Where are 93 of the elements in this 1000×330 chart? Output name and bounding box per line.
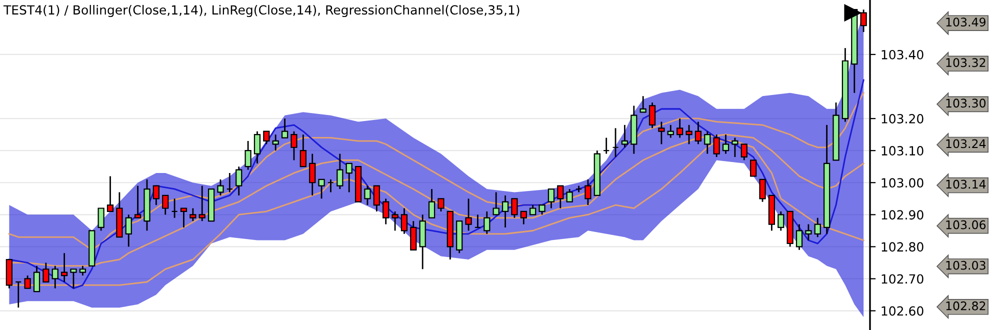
candlestick	[778, 210, 784, 232]
candlestick	[502, 194, 509, 228]
candlestick	[566, 188, 573, 203]
candlestick	[190, 208, 196, 222]
candlestick	[814, 217, 821, 238]
candlestick	[336, 153, 344, 190]
candlestick	[217, 178, 224, 196]
candlestick	[511, 198, 518, 219]
candlestick	[686, 124, 692, 145]
candlestick	[548, 188, 555, 209]
candlestick	[180, 208, 188, 228]
candlestick	[648, 102, 656, 129]
candlestick	[484, 210, 490, 235]
text: 103.03	[946, 260, 986, 270]
candlestick	[52, 265, 58, 290]
candlestick	[382, 198, 390, 225]
candlestick	[740, 143, 748, 161]
candlestick	[612, 127, 619, 158]
candlestick	[60, 252, 68, 283]
candlestick	[42, 262, 50, 283]
candlestick	[364, 185, 371, 206]
candlestick	[759, 178, 766, 203]
y-tick-label: 102.80	[882, 242, 924, 252]
candlestick	[438, 198, 444, 212]
candlestick	[805, 224, 812, 241]
candlestick	[244, 140, 252, 170]
text: 103.30	[946, 98, 986, 108]
candlestick	[667, 124, 674, 138]
chart-title: TEST4(1) / Bollinger(Close,1,14), LinReg(Close,14), RegressionChannel(Close,35,1)	[3, 4, 520, 18]
candlestick	[263, 130, 270, 145]
candlestick	[750, 160, 757, 177]
candlestick	[162, 194, 169, 216]
candlestick	[732, 137, 738, 158]
candlestick	[134, 185, 142, 219]
candlestick	[796, 224, 803, 251]
candlestick	[520, 210, 527, 225]
y-tick-label: 102.90	[882, 210, 924, 220]
candlestick	[79, 265, 86, 276]
candlestick	[236, 166, 242, 196]
candlestick	[171, 198, 178, 219]
candlestick	[584, 178, 592, 206]
candlestick	[428, 188, 436, 219]
candlestick	[24, 274, 31, 290]
candlestick	[198, 185, 206, 222]
text: 103.24	[946, 139, 986, 148]
candlestick	[106, 176, 114, 212]
candlestick	[492, 192, 500, 216]
y-tick-label: 102.60	[882, 306, 924, 316]
candlestick	[410, 220, 417, 251]
candlestick	[474, 214, 482, 228]
line-series	[8, 92, 864, 251]
candlestick	[300, 134, 306, 168]
candlestick	[373, 185, 380, 212]
text: 102.82	[946, 301, 986, 310]
text: 103.32	[946, 58, 986, 68]
candlestick	[713, 134, 720, 158]
candlestick	[722, 134, 730, 154]
candlestick	[676, 118, 684, 138]
candlestick	[152, 185, 160, 206]
candlestick	[392, 210, 398, 232]
candlestick	[318, 178, 325, 200]
y-tick-label: 102.70	[882, 274, 924, 284]
candlestick	[603, 137, 610, 154]
candlestick	[281, 118, 288, 138]
candlestick	[530, 204, 536, 216]
candlestick	[346, 162, 352, 193]
candlestick	[70, 268, 77, 290]
y-tick-label: 103.10	[882, 146, 924, 156]
candlestick	[658, 121, 665, 145]
y-tick-label: 103.20	[882, 114, 924, 124]
candlestick	[254, 130, 261, 164]
text: 103.49	[946, 18, 986, 27]
y-tick-label: 103.40	[882, 50, 924, 60]
candlestick	[640, 95, 646, 113]
candlestick	[694, 121, 702, 145]
candlestick	[704, 130, 711, 154]
candlestick	[538, 204, 546, 216]
candlestick	[327, 178, 334, 193]
candlestick	[125, 214, 132, 248]
candlestick	[272, 134, 279, 152]
candlestick	[98, 208, 104, 232]
candlestick	[621, 124, 628, 148]
candlestick	[15, 281, 22, 308]
candlestick	[290, 130, 298, 161]
candlestick	[557, 185, 564, 209]
text: 103.06	[946, 220, 986, 230]
candlestick	[465, 198, 472, 232]
text: 103.14	[946, 180, 986, 189]
candlestick	[309, 153, 316, 196]
y-tick-label: 103.00	[882, 178, 924, 188]
candlestick	[33, 265, 40, 292]
candlestick	[226, 172, 233, 193]
candlestick	[400, 208, 408, 235]
